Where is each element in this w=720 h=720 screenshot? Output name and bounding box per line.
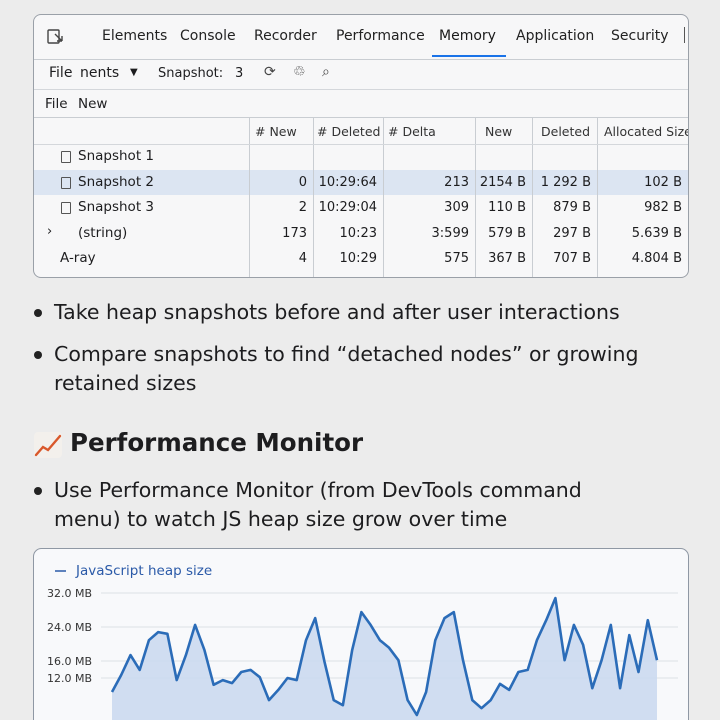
bullet-dot — [34, 351, 42, 359]
cell: 579 B — [488, 225, 526, 241]
y-tick-label: 12.0 MB — [47, 672, 92, 685]
area — [112, 598, 657, 720]
divider — [34, 59, 688, 60]
chart-title: JavaScript heap size — [75, 563, 212, 579]
row-name[interactable]: Snapshot 3 — [78, 199, 154, 215]
dropdown-arrow[interactable]: ▼ — [130, 67, 138, 78]
section-heading: Performance Monitor — [70, 428, 364, 457]
selected-row — [34, 169, 688, 195]
cell: 297 B — [553, 225, 591, 241]
tab-overflow — [684, 27, 685, 43]
bullet-dot — [34, 309, 42, 317]
y-tick-label: 32.0 MB — [47, 587, 92, 600]
cell: 27 — [452, 277, 469, 278]
bullet-text: Compare snapshots to find “detached node… — [54, 342, 639, 395]
cell: 102 B — [644, 174, 682, 190]
search-icon[interactable]: ⌕ — [322, 64, 330, 80]
cell: 4 — [298, 251, 307, 266]
cell: 10:29:04 — [318, 200, 377, 215]
chart-icon — [34, 432, 62, 458]
cell: 10:29 — [339, 251, 377, 266]
row-name[interactable]: (string) — [78, 224, 128, 241]
column-header: New — [485, 124, 513, 139]
column-header: Deleted — [541, 124, 591, 139]
tab[interactable]: Performance — [336, 28, 425, 44]
inspect-icon[interactable] — [46, 27, 66, 47]
toolbar-icon[interactable]: ♲ — [293, 64, 306, 80]
row-name[interactable]: HTMLDlvElement — [60, 276, 176, 278]
divider — [34, 89, 688, 90]
column-divider — [532, 118, 533, 277]
column-header: # Delta — [388, 124, 436, 139]
tab[interactable]: Application — [516, 28, 595, 44]
active-tab-underline — [432, 55, 506, 57]
column-divider — [597, 118, 598, 277]
cell: 367 B — [488, 277, 526, 278]
row-name[interactable]: A-ray — [60, 250, 96, 266]
cell: 10:23 — [340, 277, 377, 278]
column-divider — [313, 118, 314, 277]
cell: 213 — [444, 174, 469, 190]
cell: 1 292 B — [540, 174, 591, 190]
cell: 0 — [298, 174, 307, 190]
toolbar-nents[interactable]: nents — [80, 65, 120, 81]
column-header: # New — [255, 124, 297, 139]
tab[interactable]: Security — [611, 28, 669, 44]
cell: 982 B — [644, 200, 682, 215]
cell: 4.804 B — [631, 251, 682, 266]
cell: 5.639 B — [631, 225, 682, 241]
cell: 2 — [298, 200, 307, 215]
snapshot-icon — [61, 202, 71, 214]
cell: 575 — [444, 251, 469, 266]
tab[interactable]: Recorder — [254, 28, 317, 44]
divider — [34, 117, 688, 118]
tab[interactable]: Elements — [102, 28, 168, 44]
menu-file[interactable]: File — [45, 96, 68, 112]
column-divider — [249, 118, 250, 277]
cell: 3:599 — [431, 225, 469, 241]
cell: 173 — [282, 225, 307, 241]
cell: 3.673 B — [632, 277, 682, 278]
tab[interactable]: Memory — [439, 28, 496, 44]
snapshot-icon — [61, 176, 71, 189]
column-header: Allocated Size — [604, 124, 689, 139]
column-divider — [475, 118, 476, 277]
line — [110, 596, 659, 717]
snapshot-label: Snapshot: — [158, 66, 224, 81]
cell: 2 — [299, 277, 307, 278]
expander[interactable]: › — [47, 223, 53, 239]
y-tick-label: 24.0 MB — [47, 621, 92, 634]
cell: 879 B — [553, 200, 591, 215]
cell: 707 B — [553, 251, 591, 266]
header-divider — [34, 144, 688, 145]
bullet-dot — [34, 487, 42, 495]
snapshot-icon — [61, 151, 71, 163]
cell: 139 B — [553, 277, 591, 278]
column-divider — [383, 118, 384, 277]
bullet-text: Take heap snapshots before and after use… — [54, 300, 620, 324]
y-tick-label: 16.0 MB — [47, 655, 92, 668]
row-name[interactable]: Snapshot 2 — [78, 173, 154, 190]
row-name[interactable]: Snapshot 1 — [78, 148, 154, 164]
cell: 10:23 — [339, 225, 377, 241]
cell: 309 — [444, 200, 469, 215]
toolbar-icon[interactable]: ⟳ — [264, 64, 276, 80]
heap-chart: JavaScript heap size 32.0 MB 24.0 MB 16.0 … — [33, 548, 689, 720]
cell: 367 B — [488, 251, 526, 266]
toolbar-file[interactable]: File — [49, 65, 73, 81]
column-header: # Deleted — [317, 124, 381, 139]
devtools-panel: File nents ▼ Snapshot: 3 ⟳ ♲ ⌕ File New … — [33, 14, 689, 278]
bullet-text: Use Performance Monitor (from DevTools c… — [54, 478, 582, 531]
cell: 110 B — [488, 200, 526, 215]
cell: 2154 B — [479, 174, 526, 190]
tab[interactable]: Console — [180, 28, 236, 44]
cell: 10:29:64 — [318, 174, 377, 190]
menu-new[interactable]: New — [78, 96, 108, 112]
snapshot-count: 3 — [235, 66, 244, 81]
